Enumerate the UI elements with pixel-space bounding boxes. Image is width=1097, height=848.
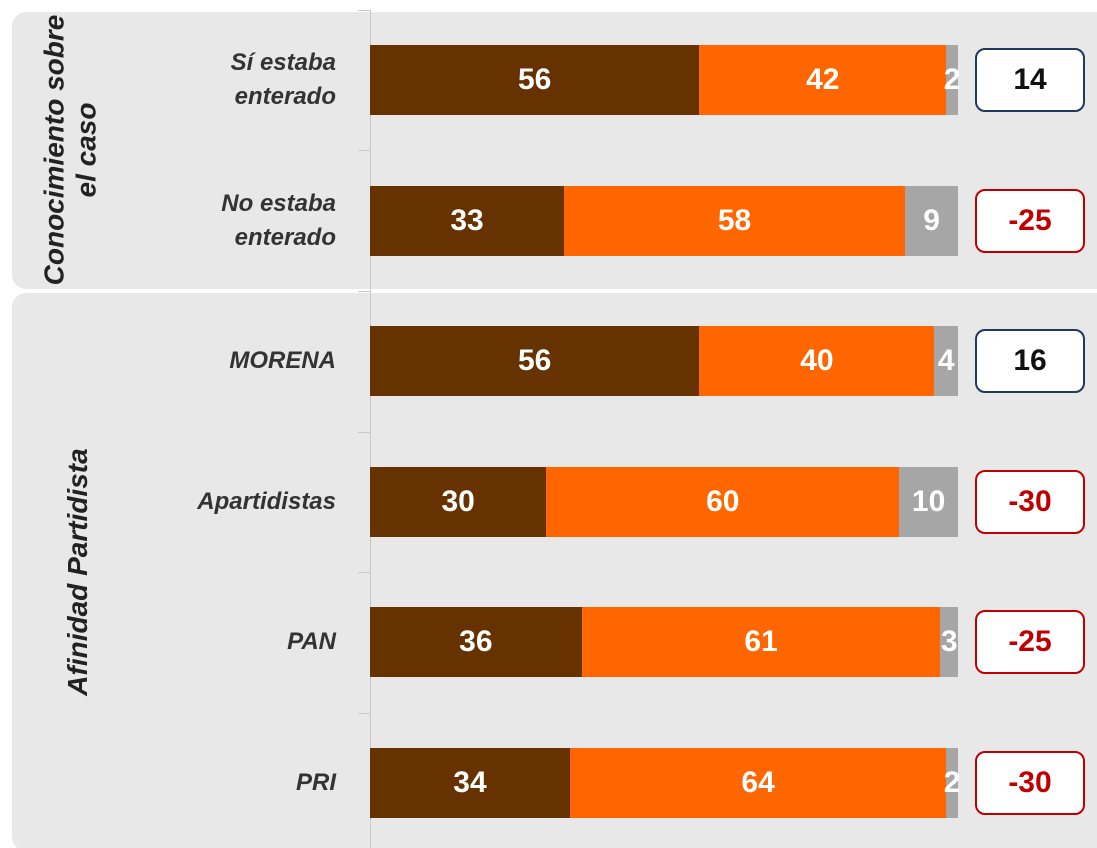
bar-segment xyxy=(581,607,941,678)
value-label: 58 xyxy=(717,203,752,237)
bar-segment xyxy=(370,748,570,818)
value-label: 42 xyxy=(806,63,840,96)
value-label: 4 xyxy=(937,344,955,378)
category-label: Sí estaba enterado xyxy=(230,49,336,110)
value-label: 56 xyxy=(517,344,552,378)
group-label: Conocimiento sobre el caso xyxy=(38,14,101,286)
bar-segment xyxy=(370,607,582,678)
value-label: 10 xyxy=(911,484,946,518)
value-label: 3 xyxy=(940,625,958,659)
bar-segment xyxy=(370,466,547,537)
bar-segment xyxy=(699,326,935,397)
axis-tick xyxy=(358,290,370,292)
net-box: 14 xyxy=(975,48,1085,112)
value-label: 33 xyxy=(450,203,484,237)
bar-segment xyxy=(905,185,958,256)
bar-segment xyxy=(699,45,947,115)
bar-segment xyxy=(564,185,906,256)
category-label: PRI xyxy=(295,769,336,796)
value-label: 36 xyxy=(459,625,493,659)
axis-tick xyxy=(358,9,370,11)
category-label: No estaba enterado xyxy=(221,189,336,251)
net-box: -25 xyxy=(975,610,1085,675)
net-box: -30 xyxy=(975,469,1085,534)
bar-segment xyxy=(934,326,958,397)
value-label: 2 xyxy=(943,766,961,799)
value-label: 56 xyxy=(517,63,552,96)
bar-segment xyxy=(546,466,900,537)
bar-segment xyxy=(370,326,700,397)
group-label: Afinidad Partidista xyxy=(62,448,94,696)
category-label: Apartidistas xyxy=(197,487,336,515)
axis-line xyxy=(370,10,371,848)
value-label: 40 xyxy=(800,344,834,378)
bar-segment xyxy=(899,466,958,537)
axis-tick xyxy=(358,150,370,152)
axis-tick xyxy=(358,712,370,714)
value-label: 2 xyxy=(943,63,961,96)
value-label: 64 xyxy=(741,766,775,799)
net-box: -30 xyxy=(975,751,1085,815)
bar-segment xyxy=(370,45,700,115)
value-label: 61 xyxy=(744,625,778,659)
value-label: 30 xyxy=(441,484,475,518)
bar-segment xyxy=(370,185,565,256)
net-box: 16 xyxy=(975,329,1085,394)
bar-segment xyxy=(946,748,958,818)
axis-tick xyxy=(358,572,370,574)
bar-segment xyxy=(946,45,958,115)
value-label: 60 xyxy=(706,484,740,518)
value-label: 9 xyxy=(923,203,940,237)
category-label: MORENA xyxy=(229,347,336,375)
category-label: PAN xyxy=(287,628,336,656)
net-box: -25 xyxy=(975,188,1085,253)
bar-segment xyxy=(569,748,947,818)
bar-segment xyxy=(940,607,958,678)
value-label: 34 xyxy=(453,766,487,799)
axis-tick xyxy=(358,431,370,433)
